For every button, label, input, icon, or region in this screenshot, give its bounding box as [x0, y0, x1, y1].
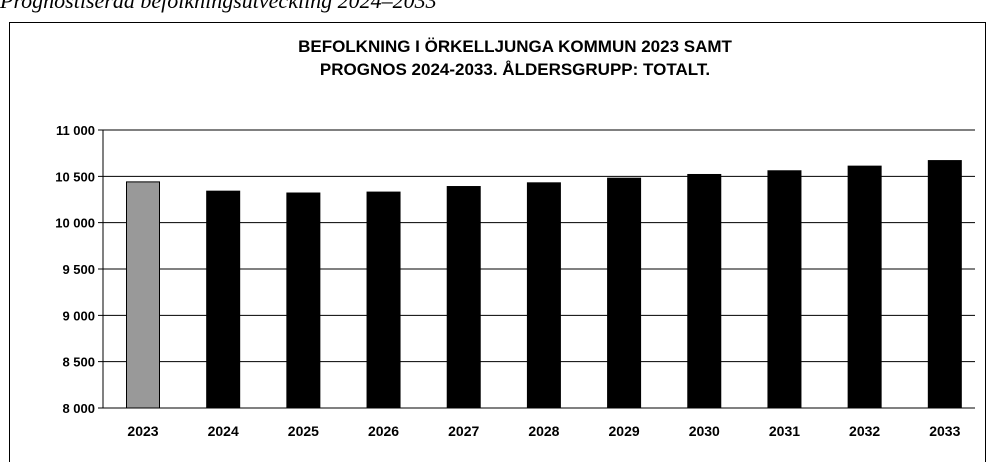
bar — [767, 170, 802, 409]
y-tick-label: 9 000 — [62, 308, 95, 323]
bar — [607, 177, 642, 409]
caption: Prognostiserad befolkningsutveckling 202… — [0, 0, 437, 13]
x-tick-label: 2024 — [208, 423, 239, 439]
x-tick-label: 2023 — [127, 423, 158, 439]
chart-frame — [9, 22, 986, 462]
x-tick-label: 2033 — [929, 423, 960, 439]
x-tick-label: 2026 — [368, 423, 399, 439]
x-tick-label: 2028 — [528, 423, 559, 439]
bar — [286, 192, 321, 409]
y-tick-label: 10 000 — [55, 216, 95, 231]
bar — [366, 191, 401, 409]
bar — [847, 165, 882, 409]
y-tick-label: 10 500 — [55, 169, 95, 184]
x-tick-label: 2029 — [609, 423, 640, 439]
x-tick-label: 2030 — [689, 423, 720, 439]
bar — [526, 182, 561, 409]
y-tick-label: 8 000 — [62, 401, 95, 416]
x-tick-label: 2027 — [448, 423, 479, 439]
y-tick-label: 8 500 — [62, 355, 95, 370]
bar — [126, 181, 160, 409]
bar — [687, 173, 722, 409]
x-tick-label: 2031 — [769, 423, 800, 439]
y-tick-label: 9 500 — [62, 262, 95, 277]
chart-title: BEFOLKNING I ÖRKELLJUNGA KOMMUN 2023 SAM… — [298, 37, 732, 56]
bar — [206, 190, 241, 409]
bar — [927, 160, 962, 409]
bar — [446, 186, 481, 409]
x-tick-label: 2025 — [288, 423, 319, 439]
x-tick-label: 2032 — [849, 423, 880, 439]
y-tick-label: 11 000 — [56, 123, 95, 138]
chart-title: PROGNOS 2024-2033. ÅLDERSGRUPP: TOTALT. — [320, 60, 710, 79]
